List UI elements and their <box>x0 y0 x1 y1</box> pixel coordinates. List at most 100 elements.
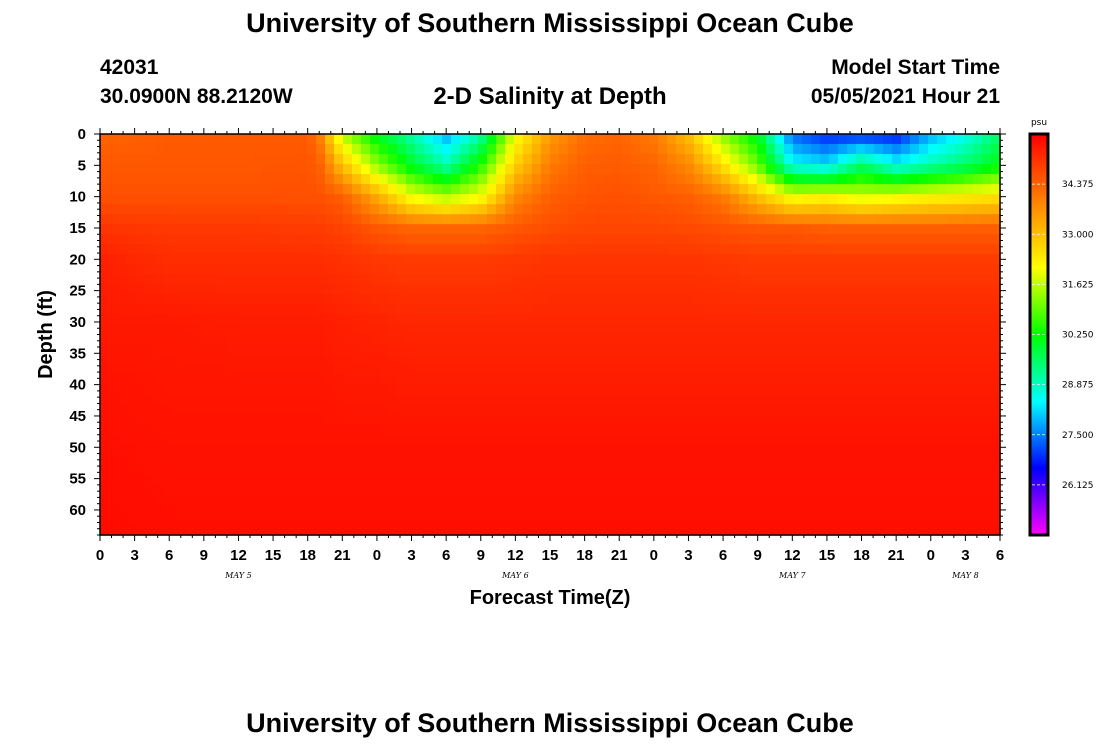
heatmap-cell <box>415 164 425 175</box>
heatmap-cell <box>442 294 452 306</box>
heatmap-cell <box>604 214 614 225</box>
heatmap-cell <box>640 514 650 526</box>
heatmap-cell <box>820 204 830 215</box>
heatmap-cell <box>307 344 317 356</box>
heatmap-cell <box>712 264 722 275</box>
heatmap-cell <box>271 224 281 235</box>
heatmap-cell <box>802 234 812 245</box>
heatmap-cell <box>190 244 200 255</box>
heatmap-cell <box>415 274 425 285</box>
heatmap-cell <box>226 284 236 296</box>
heatmap-cell <box>415 414 425 426</box>
heatmap-cell <box>766 284 776 296</box>
heatmap-cell <box>595 164 605 175</box>
heatmap-cell <box>856 394 866 406</box>
heatmap-cell <box>244 464 254 476</box>
heatmap-cell <box>847 274 857 285</box>
heatmap-cell <box>982 454 992 466</box>
heatmap-cell <box>163 234 173 245</box>
heatmap-cell <box>514 204 524 215</box>
heatmap-cell <box>892 244 902 255</box>
heatmap-cell <box>838 454 848 466</box>
heatmap-cell <box>208 334 218 346</box>
heatmap-cell <box>982 374 992 386</box>
heatmap-cell <box>226 274 236 285</box>
heatmap-cell <box>973 164 983 175</box>
heatmap-cell <box>523 404 533 416</box>
heatmap-cell <box>883 504 893 516</box>
heatmap-cell <box>397 414 407 426</box>
heatmap-cell <box>550 334 560 346</box>
heatmap-cell <box>748 504 758 516</box>
heatmap-cell <box>442 254 452 265</box>
heatmap-cell <box>163 154 173 165</box>
heatmap-cell <box>586 504 596 516</box>
heatmap-cell <box>235 244 245 255</box>
heatmap-cell <box>505 164 515 175</box>
heatmap-cell <box>757 304 767 316</box>
heatmap-cell <box>487 164 497 175</box>
heatmap-cell <box>559 344 569 356</box>
heatmap-cell <box>226 424 236 436</box>
heatmap-cell <box>361 454 371 466</box>
heatmap-cell <box>505 174 515 185</box>
heatmap-cell <box>883 454 893 466</box>
heatmap-cell <box>523 204 533 215</box>
heatmap-cell <box>523 214 533 225</box>
heatmap-cell <box>784 454 794 466</box>
heatmap-cell <box>910 514 920 526</box>
heatmap-cell <box>379 224 389 235</box>
heatmap-cell <box>361 434 371 446</box>
heatmap-cell <box>559 524 569 536</box>
heatmap-cell <box>649 424 659 436</box>
heatmap-cell <box>505 214 515 225</box>
heatmap-cell <box>199 364 209 376</box>
x-tick-label: 6 <box>996 547 1004 564</box>
heatmap-cell <box>739 274 749 285</box>
heatmap-cell <box>766 454 776 466</box>
heatmap-cell <box>262 144 272 155</box>
heatmap-cell <box>595 254 605 265</box>
heatmap-cell <box>874 494 884 506</box>
heatmap-cell <box>703 444 713 456</box>
heatmap-cell <box>973 504 983 516</box>
heatmap-cell <box>622 184 632 195</box>
heatmap-cell <box>757 134 767 145</box>
heatmap-cell <box>604 194 614 205</box>
heatmap-cell <box>595 454 605 466</box>
heatmap-cell <box>748 394 758 406</box>
heatmap-cell <box>730 194 740 205</box>
heatmap-cell <box>955 354 965 366</box>
heatmap-cell <box>847 134 857 145</box>
heatmap-cell <box>991 384 1001 396</box>
heatmap-cell <box>496 154 506 165</box>
heatmap-cell <box>100 214 110 225</box>
heatmap-cell <box>172 484 182 496</box>
heatmap-cell <box>226 354 236 366</box>
heatmap-cell <box>154 334 164 346</box>
heatmap-cell <box>505 364 515 376</box>
heatmap-cell <box>325 294 335 306</box>
heatmap-cell <box>118 204 128 215</box>
heatmap-cell <box>802 194 812 205</box>
heatmap-cell <box>955 144 965 155</box>
heatmap-cell <box>199 304 209 316</box>
heatmap-cell <box>226 524 236 536</box>
heatmap-cell <box>622 324 632 336</box>
heatmap-cell <box>883 304 893 316</box>
heatmap-cell <box>298 224 308 235</box>
heatmap-cell <box>577 484 587 496</box>
heatmap-cell <box>604 394 614 406</box>
heatmap-cell <box>559 164 569 175</box>
heatmap-cell <box>262 464 272 476</box>
heatmap-cell <box>766 264 776 275</box>
heatmap-cell <box>802 314 812 326</box>
heatmap-cell <box>973 234 983 245</box>
heatmap-cell <box>964 354 974 366</box>
heatmap-cell <box>325 354 335 366</box>
heatmap-cell <box>136 384 146 396</box>
heatmap-cell <box>955 514 965 526</box>
heatmap-cell <box>694 384 704 396</box>
heatmap-cell <box>190 454 200 466</box>
heatmap-cell <box>928 244 938 255</box>
